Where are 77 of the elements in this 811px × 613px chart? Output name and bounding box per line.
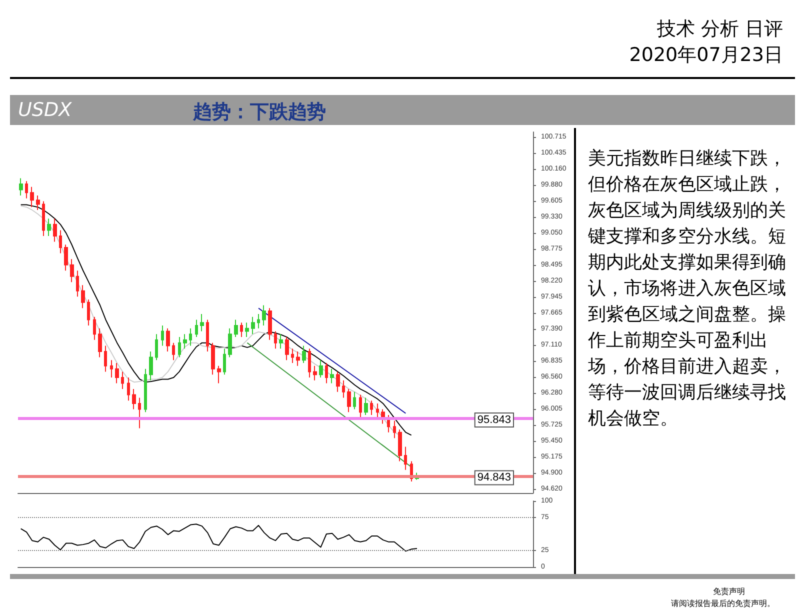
candlestick bbox=[81, 284, 85, 309]
candlestick bbox=[189, 328, 192, 346]
candlestick bbox=[138, 397, 141, 429]
text: 免责声明 bbox=[712, 586, 745, 598]
candlestick bbox=[70, 258, 74, 283]
candlestick bbox=[353, 391, 356, 410]
candlestick bbox=[64, 244, 68, 272]
candlestick bbox=[93, 316, 96, 340]
chart-title: USDX bbox=[18, 99, 72, 121]
ref-line-label: 94.843 bbox=[477, 472, 511, 484]
candlestick bbox=[110, 360, 113, 378]
candlestick bbox=[291, 348, 294, 364]
candlestick bbox=[274, 330, 277, 350]
candlestick bbox=[240, 322, 243, 338]
line-series bbox=[20, 524, 418, 552]
candlestick bbox=[104, 345, 107, 372]
candlestick bbox=[370, 400, 373, 416]
candlestick bbox=[296, 350, 300, 366]
candlestick bbox=[245, 322, 249, 338]
candlestick bbox=[302, 345, 306, 364]
candlestick bbox=[30, 186, 34, 208]
candlestick bbox=[223, 348, 226, 376]
candlestick bbox=[127, 376, 130, 402]
candlestick bbox=[342, 380, 345, 398]
candlestick bbox=[42, 200, 45, 236]
candlestick bbox=[161, 324, 164, 346]
candlestick bbox=[279, 334, 283, 350]
candlestick bbox=[183, 334, 187, 350]
text: 请阅读报告最后的免责声明。 bbox=[671, 598, 775, 610]
ref-line-label: 95.843 bbox=[477, 414, 511, 426]
candlestick bbox=[251, 316, 255, 335]
candlestick bbox=[325, 362, 328, 384]
candlestick bbox=[47, 218, 51, 236]
candlestick bbox=[121, 371, 124, 390]
candlestick bbox=[25, 180, 28, 199]
candlestick bbox=[19, 178, 23, 196]
candlestick bbox=[336, 371, 340, 392]
candlestick bbox=[59, 230, 62, 254]
text: 技术 分析 日评 bbox=[656, 17, 783, 42]
candlestick bbox=[359, 394, 362, 418]
candlestick bbox=[200, 313, 204, 332]
candlestick bbox=[206, 319, 209, 352]
candlestick bbox=[172, 342, 175, 361]
candlestick bbox=[211, 342, 215, 376]
candlestick bbox=[398, 428, 402, 462]
candlestick bbox=[132, 388, 136, 410]
candlestick bbox=[53, 218, 57, 242]
candlestick bbox=[98, 328, 102, 358]
candlestick bbox=[313, 365, 317, 381]
candlestick bbox=[347, 388, 351, 413]
candlestick bbox=[178, 336, 181, 358]
candlestick bbox=[262, 304, 266, 326]
chart-subtitle: 趋势：下跌趋势 bbox=[193, 100, 326, 125]
candlestick bbox=[234, 319, 238, 338]
candlestick bbox=[376, 402, 379, 418]
candlestick bbox=[87, 299, 90, 326]
candlestick bbox=[76, 270, 79, 298]
candlestick bbox=[285, 336, 289, 361]
candlestick bbox=[308, 348, 311, 378]
candlestick bbox=[195, 319, 198, 338]
candlestick bbox=[257, 313, 260, 329]
candlestick bbox=[115, 362, 119, 384]
candlestick bbox=[36, 195, 40, 210]
candlestick bbox=[166, 328, 170, 352]
candlestick bbox=[319, 360, 323, 378]
candlestick bbox=[149, 350, 153, 381]
text: 美元指数昨日继续下跌，但价格在灰色区域止跌，灰色区域为周线级别的关键支撑和多空分水线。短期内此处支撑如果得到确认，市场将进入灰色区域到紫色区域之间盘整。操作上前期空头可盈利出场，价格目前进入超卖，等待一波回调后继续寻找机会做空。 bbox=[588, 148, 786, 429]
candlestick bbox=[404, 446, 407, 470]
candlestick bbox=[155, 334, 158, 361]
candlestick bbox=[268, 308, 272, 340]
candlestick bbox=[144, 368, 147, 413]
candlestick bbox=[228, 328, 232, 358]
text: 2020年07月23日 bbox=[629, 43, 783, 68]
candlestick bbox=[217, 365, 221, 384]
candlestick bbox=[364, 397, 368, 416]
candlestick bbox=[393, 420, 396, 439]
candlestick bbox=[330, 368, 334, 384]
